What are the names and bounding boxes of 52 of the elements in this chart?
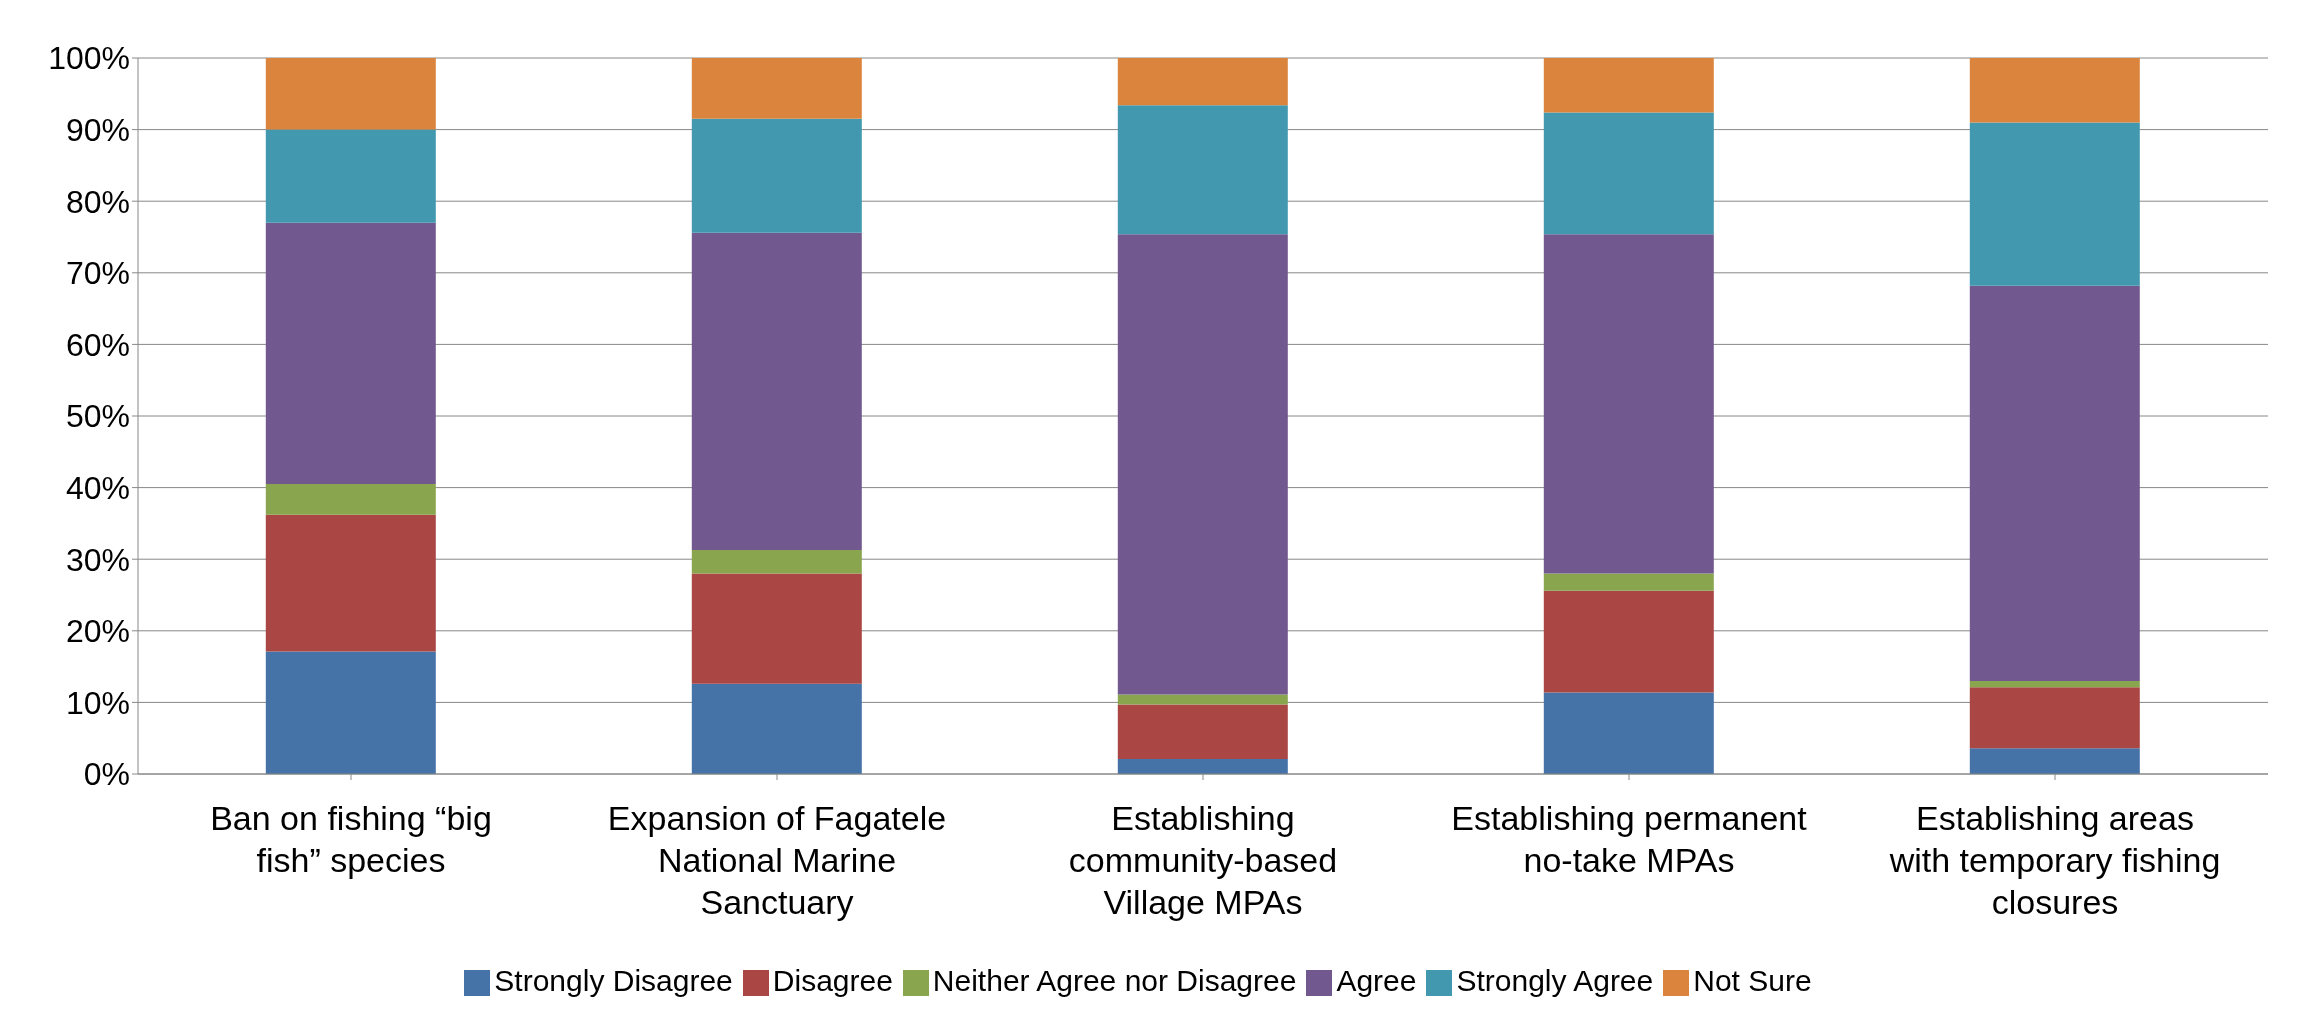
bar	[265, 58, 436, 130]
legend-label: Agree	[1336, 964, 1417, 997]
bar	[691, 683, 862, 774]
y-tick-label: 100%	[48, 40, 130, 77]
x-tick-label: Expansion of Fagatele National Marine Sanctuary	[607, 799, 947, 921]
bar	[265, 651, 436, 774]
y-tick-label: 30%	[65, 541, 130, 578]
bar	[691, 232, 862, 550]
bar	[1543, 573, 1714, 591]
bar	[1117, 105, 1288, 235]
y-tick-label: 20%	[65, 613, 130, 650]
bar	[1543, 590, 1714, 693]
bar	[691, 118, 862, 233]
bar	[265, 484, 436, 515]
y-tick-label: 50%	[65, 398, 130, 435]
bar	[691, 58, 862, 119]
bar	[691, 573, 862, 684]
bar	[1543, 58, 1714, 113]
legend-label: Strongly Agree	[1456, 964, 1654, 997]
bar	[1117, 758, 1288, 774]
x-tick-label: Establishing permanent no-take MPAs	[1451, 799, 1808, 879]
bar	[1969, 687, 2140, 749]
legend-label: Neither Agree nor Disagree	[932, 964, 1297, 997]
y-tick-label: 90%	[65, 111, 130, 148]
bar	[1543, 112, 1714, 235]
bar	[1543, 692, 1714, 774]
y-tick-label: 10%	[65, 684, 130, 721]
bar	[1117, 234, 1288, 695]
y-tick-label: 70%	[65, 255, 130, 292]
bar	[1117, 58, 1288, 106]
bar	[1969, 680, 2140, 688]
x-tick-label: Establishing areas with temporary fishing closures	[1888, 799, 2221, 921]
bar	[1543, 234, 1714, 574]
legend-label: Not Sure	[1693, 964, 1812, 997]
legend-label: Disagree	[772, 964, 893, 997]
legend-label: Strongly Disagree	[494, 964, 733, 997]
bar	[1969, 122, 2140, 286]
bar	[1117, 704, 1288, 759]
bar	[1969, 748, 2140, 774]
bar	[691, 549, 862, 574]
y-tick-label: 80%	[65, 183, 130, 220]
x-tick-label: Establishing community-based Village MPAs	[1068, 799, 1338, 921]
x-tick-label: Ban on fishing “big fish” species	[210, 799, 492, 879]
bar	[265, 129, 436, 223]
bar	[1969, 58, 2140, 123]
y-tick-label: 40%	[65, 469, 130, 506]
bar	[265, 222, 436, 485]
bar	[1117, 694, 1288, 705]
y-tick-label: 0%	[83, 756, 130, 793]
bar	[1969, 285, 2140, 681]
bar	[265, 514, 436, 652]
y-tick-label: 60%	[65, 326, 130, 363]
